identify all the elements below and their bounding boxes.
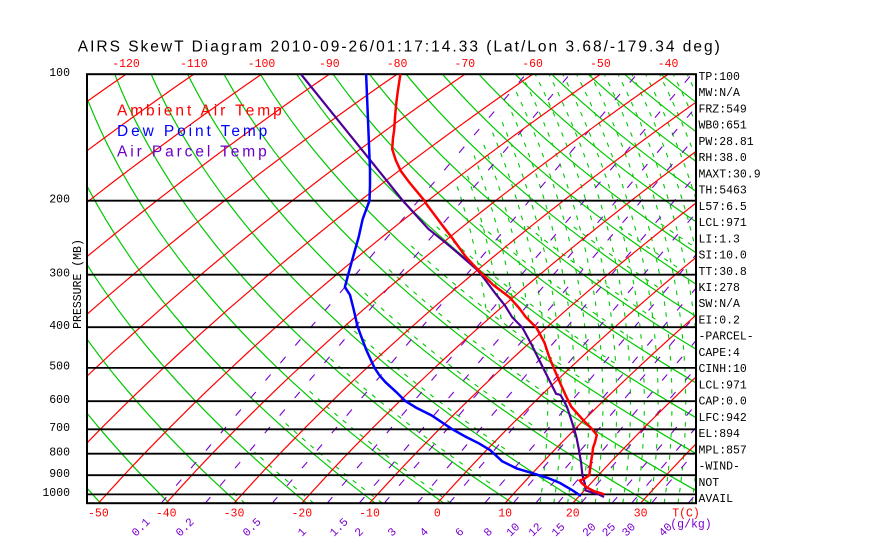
svg-text:Dew Point Temp: Dew Point Temp [117,123,270,140]
svg-text:-20: -20 [291,508,312,521]
svg-text:500: 500 [49,361,70,374]
svg-text:(g/kg): (g/kg) [670,519,711,532]
svg-text:900: 900 [49,468,70,481]
svg-text:LFC:942: LFC:942 [699,412,747,425]
svg-text:-90: -90 [319,58,340,71]
svg-text:FRZ:549: FRZ:549 [699,104,747,117]
svg-text:-60: -60 [522,58,543,71]
svg-text:SI:10.0: SI:10.0 [699,250,747,263]
svg-text:WB0:651: WB0:651 [699,120,747,133]
svg-text:400: 400 [49,320,70,333]
svg-text:T(C): T(C) [672,508,700,521]
svg-text:200: 200 [49,193,70,206]
svg-text:LI:1.3: LI:1.3 [699,233,741,246]
svg-text:Ambient Air Temp: Ambient Air Temp [117,103,285,120]
svg-text:-PARCEL-: -PARCEL- [699,331,754,344]
svg-text:EL:894: EL:894 [699,428,741,441]
svg-text:NOT: NOT [699,477,720,490]
svg-text:-80: -80 [387,58,408,71]
svg-text:LCL:971: LCL:971 [699,379,747,392]
svg-text:RH:38.0: RH:38.0 [699,152,747,165]
svg-text:-10: -10 [359,508,380,521]
svg-text:10: 10 [498,508,512,521]
svg-text:700: 700 [49,422,70,435]
svg-text:CAPE:4: CAPE:4 [699,347,741,360]
svg-text:800: 800 [49,446,70,459]
svg-text:LCL:971: LCL:971 [699,217,747,230]
svg-text:MW:N/A: MW:N/A [699,87,741,100]
svg-text:MPL:857: MPL:857 [699,444,747,457]
svg-text:CINH:10: CINH:10 [699,363,747,376]
svg-text:-70: -70 [454,58,475,71]
svg-text:-120: -120 [112,58,140,71]
svg-text:SW:N/A: SW:N/A [699,298,741,311]
svg-text:-110: -110 [180,58,208,71]
svg-text:TP:100: TP:100 [699,71,741,84]
svg-text:L57:6.5: L57:6.5 [699,201,747,214]
svg-text:20: 20 [566,508,580,521]
svg-text:AIRS SkewT Diagram 2010-09-26/: AIRS SkewT Diagram 2010-09-26/01:17:14.3… [78,39,722,56]
svg-text:PW:28.81: PW:28.81 [699,136,754,149]
svg-text:-100: -100 [248,58,276,71]
svg-text:KI:278: KI:278 [699,282,741,295]
svg-text:0: 0 [434,508,441,521]
svg-text:600: 600 [49,394,70,407]
svg-text:30: 30 [634,508,648,521]
svg-text:300: 300 [49,267,70,280]
svg-text:-30: -30 [224,508,245,521]
svg-text:100: 100 [49,67,70,80]
svg-text:MAXT:30.9: MAXT:30.9 [699,168,761,181]
svg-text:-40: -40 [156,508,177,521]
svg-text:TT:30.8: TT:30.8 [699,266,747,279]
svg-text:-50: -50 [590,58,611,71]
svg-text:AVAIL: AVAIL [699,493,734,506]
svg-text:EI:0.2: EI:0.2 [699,315,741,328]
svg-text:CAP:0.0: CAP:0.0 [699,396,747,409]
svg-text:-WIND-: -WIND- [699,461,740,474]
svg-text:Air Parcel Temp: Air Parcel Temp [117,144,270,161]
svg-text:1000: 1000 [42,487,70,500]
svg-text:-40: -40 [658,58,679,71]
svg-text:-50: -50 [88,508,109,521]
svg-text:TH:5463: TH:5463 [699,185,747,198]
svg-text:PRESSURE (MB): PRESSURE (MB) [72,239,85,329]
